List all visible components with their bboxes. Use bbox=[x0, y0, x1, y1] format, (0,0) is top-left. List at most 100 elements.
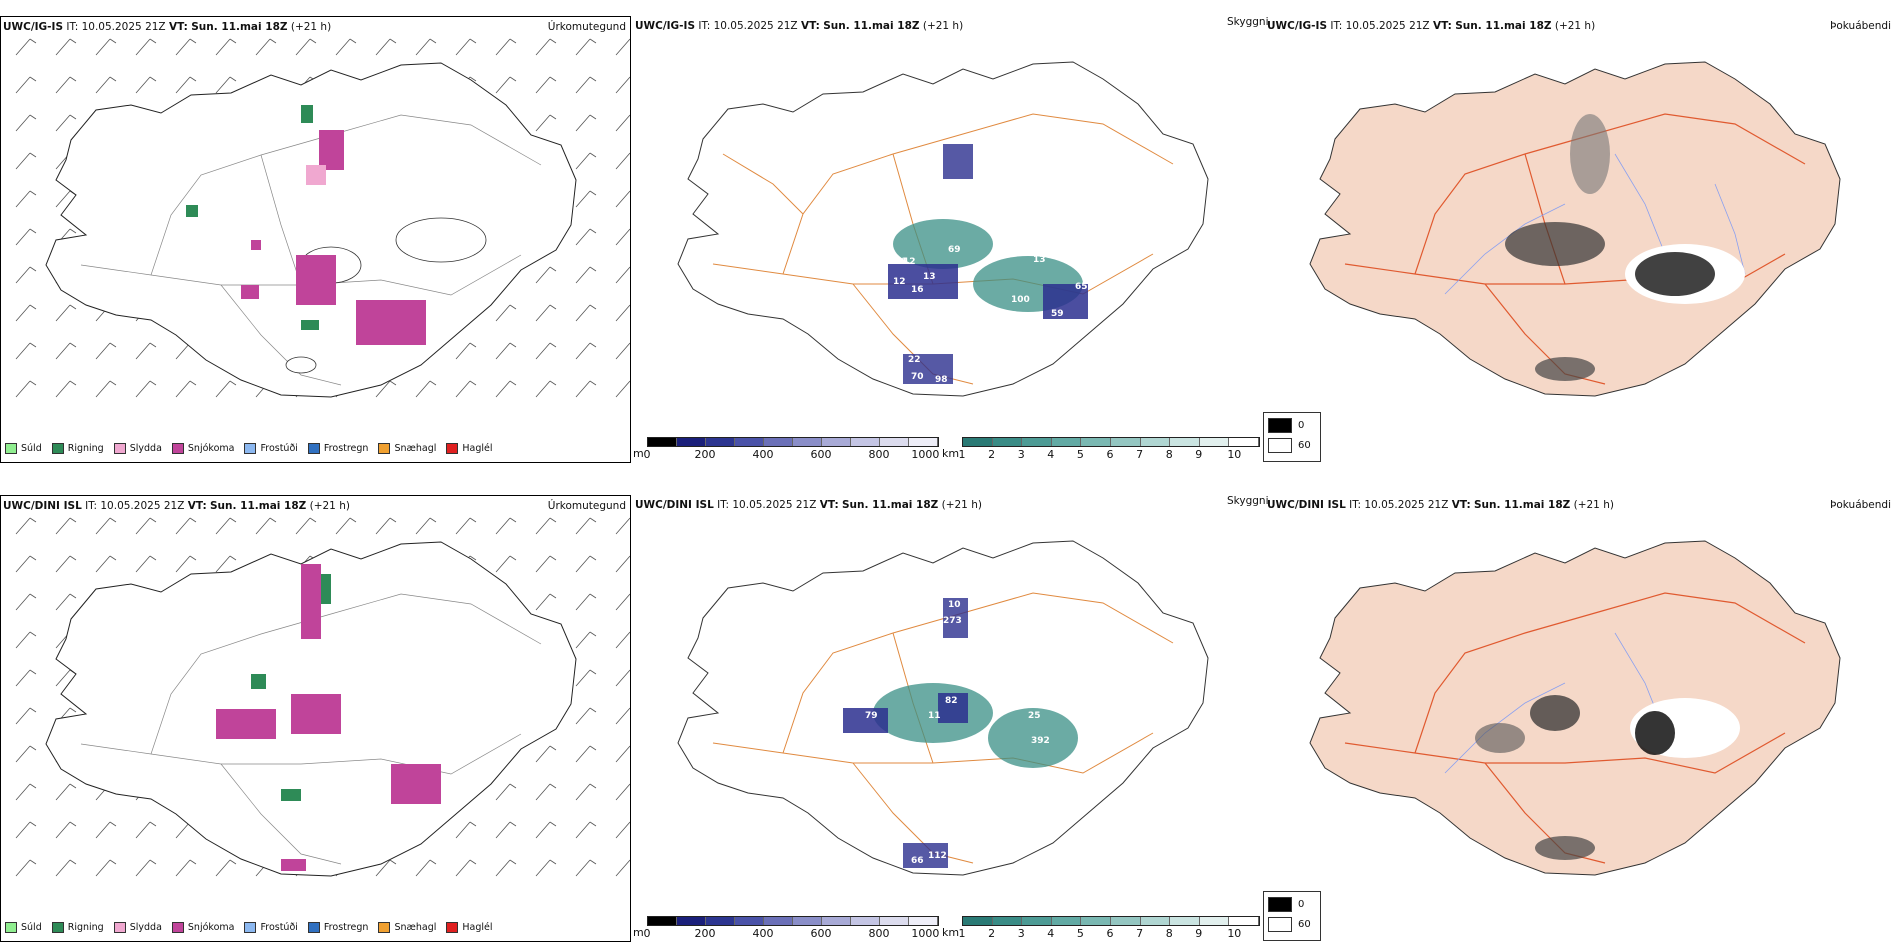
lead-time: (+21 h) bbox=[290, 21, 332, 33]
wind-barb bbox=[495, 342, 517, 360]
wind-barb bbox=[135, 76, 157, 94]
wind-barb bbox=[95, 342, 117, 360]
wind-barb bbox=[215, 38, 237, 56]
wind-barb bbox=[495, 304, 517, 322]
svg-text:98: 98 bbox=[935, 375, 948, 385]
svg-text:70: 70 bbox=[911, 372, 924, 382]
wind-barb bbox=[15, 266, 37, 284]
wind-barb bbox=[15, 555, 37, 573]
svg-text:11: 11 bbox=[895, 257, 908, 267]
wind-barb bbox=[15, 304, 37, 322]
wind-barb bbox=[15, 669, 37, 687]
wind-barb bbox=[55, 380, 77, 398]
panel-title: Skyggni bbox=[1227, 16, 1269, 28]
wind-barb bbox=[15, 38, 37, 56]
wind-barb bbox=[575, 859, 597, 877]
wind-barb bbox=[215, 517, 237, 535]
wind-barb bbox=[135, 342, 157, 360]
wind-barb bbox=[575, 190, 597, 208]
wind-barb bbox=[175, 517, 197, 535]
legend-item-rigning: Rigning bbox=[51, 922, 104, 933]
legend-item-snaehagl: Snæhagl bbox=[378, 922, 436, 933]
wind-barb bbox=[15, 707, 37, 725]
wind-barb bbox=[55, 517, 77, 535]
legend-item-frostregn: Frostregn bbox=[307, 443, 368, 454]
wind-barb bbox=[575, 669, 597, 687]
wind-barb bbox=[535, 76, 557, 94]
wind-barb bbox=[575, 266, 597, 284]
wind-barb bbox=[535, 266, 557, 284]
wind-barb bbox=[495, 783, 517, 801]
wind-barb bbox=[495, 517, 517, 535]
wind-barb bbox=[95, 380, 117, 398]
wind-barb bbox=[615, 669, 630, 687]
wind-barb bbox=[615, 304, 630, 322]
wind-barb bbox=[615, 745, 630, 763]
svg-text:12: 12 bbox=[893, 277, 906, 287]
wind-barb bbox=[455, 859, 477, 877]
wind-barb bbox=[575, 555, 597, 573]
wind-barb bbox=[295, 38, 317, 56]
precip-type-panel-top: UWC/IG-IS IT: 10.05.2025 21Z VT: Sun. 11… bbox=[0, 16, 631, 463]
wind-barb bbox=[135, 517, 157, 535]
init-time: 10.05.2025 21Z bbox=[100, 500, 185, 512]
fog-panel-top: UWC/IG-IS IT: 10.05.2025 21Z VT: Sun. 11… bbox=[1265, 16, 1895, 463]
wind-barb bbox=[15, 190, 37, 208]
wind-barb bbox=[575, 745, 597, 763]
fog-areas bbox=[1505, 114, 1745, 381]
model-name: UWC/DINI ISL bbox=[3, 500, 82, 512]
visibility-map: 69 13 100 12 16 22 70 98 68 59 13 65 11 … bbox=[677, 61, 1209, 397]
wind-barb bbox=[175, 76, 197, 94]
precip-cells bbox=[186, 105, 426, 345]
legend-item-haglel: Haglél bbox=[446, 443, 493, 454]
wind-barb bbox=[135, 859, 157, 877]
wind-barb bbox=[615, 266, 630, 284]
svg-text:392: 392 bbox=[1031, 736, 1050, 746]
model-name: UWC/IG-IS bbox=[3, 21, 64, 33]
wind-barb bbox=[55, 76, 77, 94]
wind-barb bbox=[15, 114, 37, 132]
init-time: 10.05.2025 21Z bbox=[81, 21, 166, 33]
svg-text:22: 22 bbox=[908, 355, 921, 365]
wind-barb bbox=[535, 745, 557, 763]
wind-barb bbox=[55, 821, 77, 839]
precip-type-panel-bottom: UWC/DINI ISL IT: 10.05.2025 21Z VT: Sun.… bbox=[0, 495, 631, 942]
wind-barb bbox=[15, 783, 37, 801]
wind-barb bbox=[535, 114, 557, 132]
wind-barb bbox=[615, 380, 630, 398]
svg-text:13: 13 bbox=[1033, 255, 1046, 265]
panel-header: UWC/IG-IS IT: 10.05.2025 21Z VT: Sun. 11… bbox=[3, 21, 332, 33]
wind-barb bbox=[535, 304, 557, 322]
visibility-map: 10 273 82 79 11 392 14 112 66 18 25 bbox=[677, 540, 1209, 876]
fog-legend-bottom: 0 60 bbox=[1263, 891, 1321, 941]
wind-barb bbox=[495, 380, 517, 398]
distance-scale-top: km 1 2 3 4 5 6 7 8 9 10 bbox=[942, 437, 1260, 463]
legend-item-frostudi: Frostúði bbox=[244, 922, 298, 933]
panel-title: Skyggni bbox=[1227, 495, 1269, 507]
svg-text:273: 273 bbox=[943, 616, 962, 626]
svg-text:14: 14 bbox=[1058, 776, 1071, 786]
precip-legend: Súld Rigning Slydda Snjókoma Frostúði Fr… bbox=[5, 443, 493, 454]
wind-barb bbox=[615, 707, 630, 725]
svg-text:25: 25 bbox=[1028, 711, 1041, 721]
svg-text:100: 100 bbox=[1011, 295, 1030, 305]
wind-barb bbox=[615, 555, 630, 573]
iceland-outline bbox=[45, 62, 577, 398]
svg-text:59: 59 bbox=[1051, 309, 1064, 319]
panel-header: UWC/IG-IS IT: 10.05.2025 21Z VT: Sun. 11… bbox=[635, 20, 964, 32]
panel-title: Þokuábendi bbox=[1830, 499, 1891, 511]
legend-item-snjokoma: Snjókoma bbox=[171, 922, 234, 933]
svg-text:68: 68 bbox=[1061, 325, 1074, 335]
wind-barb bbox=[495, 38, 517, 56]
wind-barb bbox=[615, 517, 630, 535]
precip-type-map bbox=[15, 517, 630, 877]
wind-barb bbox=[415, 517, 437, 535]
fog-map bbox=[1309, 540, 1841, 876]
wind-barb bbox=[415, 859, 437, 877]
visibility-areas bbox=[843, 598, 1078, 868]
wind-barb bbox=[455, 380, 477, 398]
wind-barb bbox=[175, 38, 197, 56]
lead-time: (+21 h) bbox=[309, 500, 350, 512]
wind-barb bbox=[55, 304, 77, 322]
wind-barb bbox=[15, 593, 37, 611]
